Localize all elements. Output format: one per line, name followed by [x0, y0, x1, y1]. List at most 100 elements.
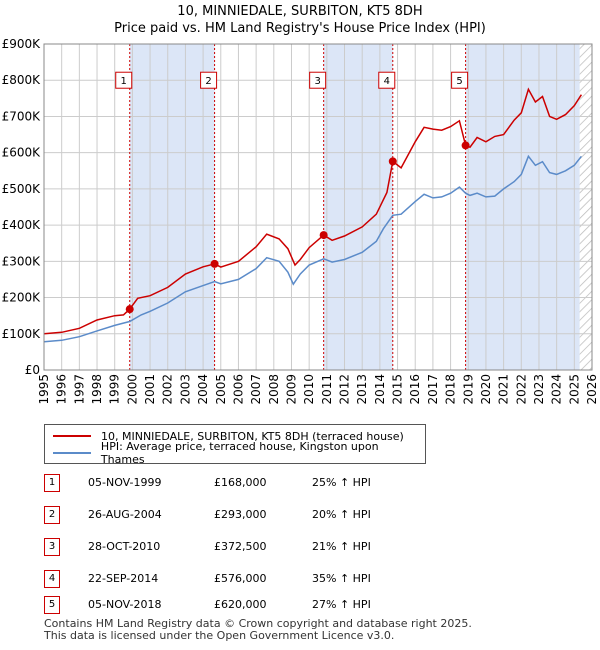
y-tick-label: £600K [2, 146, 42, 160]
x-tick-label: 2006 [231, 374, 245, 405]
sale-number-box [200, 71, 218, 89]
x-tick-label: 1998 [90, 374, 104, 405]
y-tick-label: £0 [25, 363, 40, 377]
x-tick-label: 2014 [373, 374, 387, 405]
sale-row: 2 26-AUG-2004 £293,000 20% ↑ HPI [44, 506, 564, 526]
ownership-shade [129, 44, 215, 370]
chart-title: 10, MINNIEDALE, SURBITON, KT5 8DH [177, 4, 423, 19]
plot-frame [43, 43, 593, 371]
x-tick-label: 2008 [267, 374, 281, 405]
legend-swatch-price [53, 435, 91, 437]
x-tick-label: 2022 [514, 374, 528, 405]
sale-hpi-change: 35% ↑ HPI [312, 572, 371, 585]
sale-point [125, 305, 134, 314]
x-tick-label: 1997 [72, 374, 86, 405]
sale-number-label: 3 [314, 76, 320, 87]
sale-price: £372,500 [214, 540, 267, 553]
sale-price: £576,000 [214, 572, 267, 585]
sale-price: £620,000 [214, 598, 267, 611]
y-tick-label: £800K [2, 73, 42, 87]
y-tick-label: £900K [2, 37, 42, 51]
forecast-hatch [579, 44, 592, 370]
x-tick-label: 2021 [497, 374, 511, 405]
sale-number-label: 4 [384, 76, 390, 87]
sale-date: 05-NOV-1999 [88, 476, 162, 489]
legend-swatch-hpi [53, 452, 91, 454]
sale-date: 28-OCT-2010 [88, 540, 161, 553]
sale-hpi-change: 21% ↑ HPI [312, 540, 371, 553]
y-tick-label: £500K [2, 182, 42, 196]
sale-point [388, 157, 397, 166]
sale-price: £293,000 [214, 508, 267, 521]
x-tick-label: 1999 [108, 374, 122, 405]
sale-point [319, 231, 328, 240]
sale-date: 26-AUG-2004 [88, 508, 162, 521]
ownership-shade [323, 44, 393, 370]
x-tick-label: 2011 [320, 374, 334, 405]
sale-row: 4 22-SEP-2014 £576,000 35% ↑ HPI [44, 570, 564, 590]
x-tick-label: 2018 [444, 374, 458, 405]
y-tick-label: £400K [2, 218, 42, 232]
x-tick-label: 2020 [479, 374, 493, 405]
sale-hpi-change: 25% ↑ HPI [312, 476, 371, 489]
x-tick-label: 2013 [355, 374, 369, 405]
x-tick-label: 1995 [37, 374, 51, 405]
sale-date: 05-NOV-2018 [88, 598, 162, 611]
x-tick-label: 2023 [532, 374, 546, 405]
y-tick-label: £300K [2, 254, 42, 268]
x-tick-label: 2007 [249, 374, 263, 405]
ownership-shade [465, 44, 580, 370]
chart-subtitle: Price paid vs. HM Land Registry's House … [114, 21, 486, 36]
sale-number-badge: 4 [44, 570, 60, 588]
sale-price: £168,000 [214, 476, 267, 489]
sale-row: 5 05-NOV-2018 £620,000 27% ↑ HPI [44, 596, 564, 616]
sale-number-box [451, 71, 469, 89]
sale-hpi-change: 20% ↑ HPI [312, 508, 371, 521]
sale-point [210, 259, 219, 268]
sale-number-label: 2 [205, 76, 211, 87]
sale-number-badge: 1 [44, 474, 60, 492]
x-tick-label: 2009 [284, 374, 298, 405]
x-tick-label: 2012 [338, 374, 352, 405]
legend-item-hpi: HPI: Average price, terraced house, King… [53, 440, 425, 466]
legend-label-price: 10, MINNIEDALE, SURBITON, KT5 8DH (terra… [101, 429, 404, 443]
x-tick-label: 2005 [214, 374, 228, 405]
legend-label-hpi: HPI: Average price, terraced house, King… [100, 440, 379, 466]
y-tick-label: £200K [2, 291, 42, 305]
x-tick-label: 2016 [408, 374, 422, 405]
x-tick-label: 2004 [196, 374, 210, 405]
x-tick-label: 2002 [161, 374, 175, 405]
x-tick-label: 2026 [585, 374, 599, 405]
sale-number-box [115, 71, 133, 89]
price-paid-line [43, 87, 583, 335]
hpi-line [43, 154, 582, 343]
sale-row: 3 28-OCT-2010 £372,500 21% ↑ HPI [44, 538, 564, 558]
sale-hpi-change: 27% ↑ HPI [312, 598, 371, 611]
sale-number-badge: 3 [44, 538, 60, 556]
sale-number-box [378, 71, 396, 89]
x-tick-label: 2024 [550, 374, 564, 405]
x-tick-label: 2010 [302, 374, 316, 405]
sale-number-label: 1 [121, 76, 127, 87]
y-tick-label: £100K [2, 327, 42, 341]
x-tick-label: 2025 [567, 374, 581, 405]
price-chart: £0 £100K £200K £300K £400K £500K £600K £700K £80… [2, 37, 599, 405]
x-tick-label: 2000 [125, 374, 139, 405]
sale-point [461, 141, 470, 150]
footer-attribution: Contains HM Land Registry data © Crown c… [44, 618, 472, 642]
x-tick-label: 2019 [461, 374, 475, 405]
footer-line-1: Contains HM Land Registry data © Crown c… [44, 617, 472, 630]
x-tick-label: 2017 [426, 374, 440, 405]
legend-item-price: 10, MINNIEDALE, SURBITON, KT5 8DH (terra… [53, 428, 404, 444]
sale-number-badge: 2 [44, 506, 60, 524]
chart-legend: 10, MINNIEDALE, SURBITON, KT5 8DH (terra… [44, 424, 426, 466]
sale-number-label: 5 [456, 76, 462, 87]
sale-number-badge: 5 [44, 596, 60, 614]
x-tick-label: 2001 [143, 374, 157, 405]
sale-number-box [309, 71, 327, 89]
x-tick-label: 2015 [391, 374, 405, 405]
sale-date: 22-SEP-2014 [88, 572, 159, 585]
x-tick-label: 1996 [55, 374, 69, 405]
y-tick-label: £700K [2, 109, 42, 123]
footer-line-2: This data is licensed under the Open Gov… [44, 629, 395, 642]
